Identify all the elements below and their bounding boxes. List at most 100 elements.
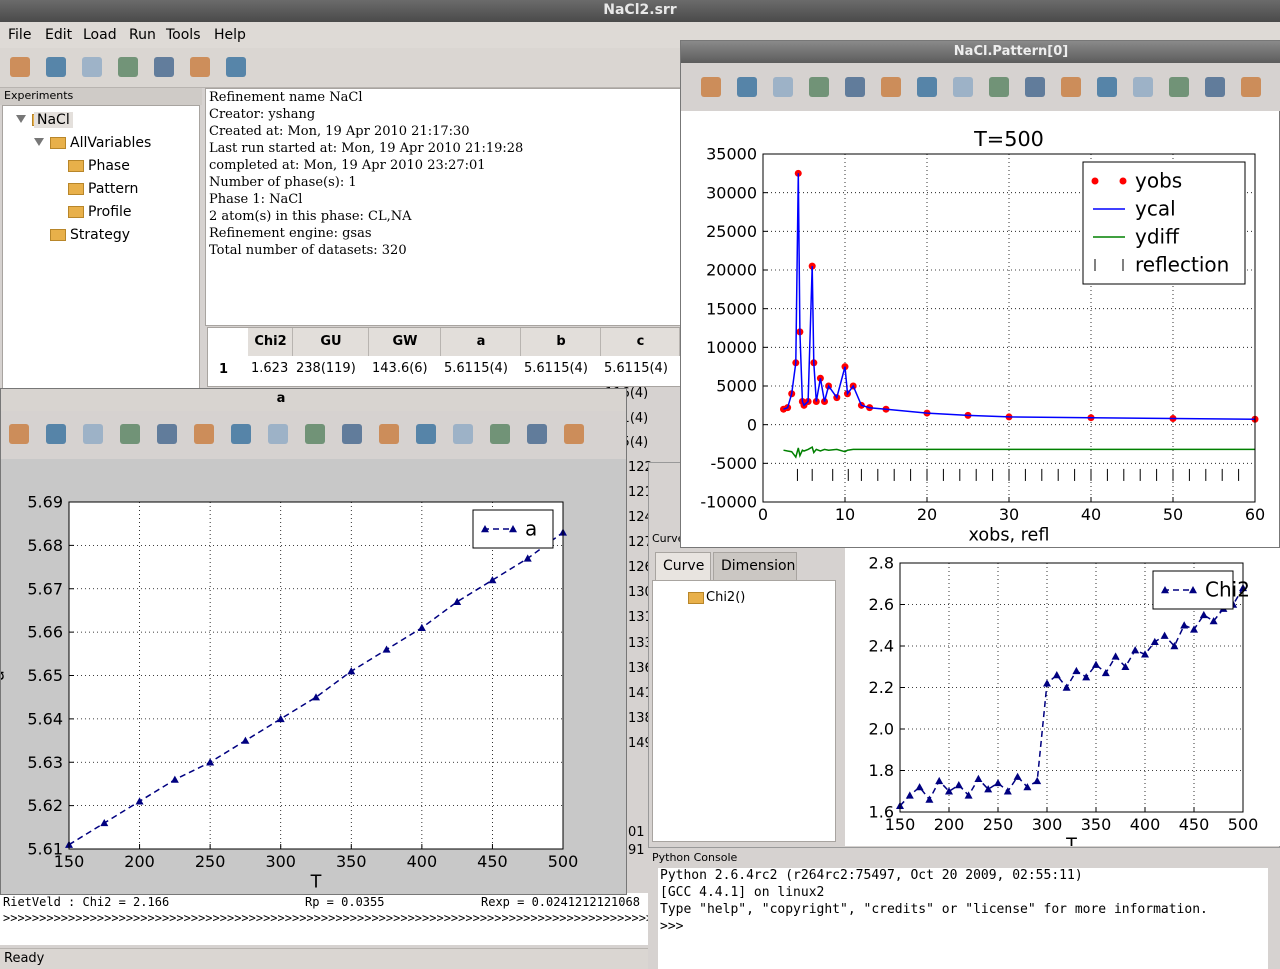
- tree-item[interactable]: AllVariables: [70, 135, 152, 151]
- toolbar-icon[interactable]: [226, 57, 246, 77]
- toolbar: [0, 48, 680, 88]
- toolbar-icon[interactable]: [1241, 77, 1261, 97]
- toolbar-icon[interactable]: [1097, 77, 1117, 97]
- tree-item[interactable]: Strategy: [70, 227, 130, 243]
- toolbar-icon[interactable]: [490, 424, 510, 444]
- data-point: [1209, 617, 1218, 625]
- toolbar-icon[interactable]: [1133, 77, 1153, 97]
- x-tick-label: 300: [265, 852, 296, 871]
- toolbar-icon[interactable]: [809, 77, 829, 97]
- table-cell: 126: [628, 560, 653, 575]
- menu-item[interactable]: Run: [129, 27, 156, 43]
- toolbar-icon[interactable]: [194, 424, 214, 444]
- tree-arrow: [16, 115, 26, 123]
- log-text: Rp = 0.0355: [305, 895, 385, 909]
- toolbar-icon[interactable]: [83, 424, 103, 444]
- toolbar-icon[interactable]: [120, 424, 140, 444]
- menu-item[interactable]: Tools: [166, 27, 201, 43]
- toolbar-icon[interactable]: [564, 424, 584, 444]
- toolbar-icon[interactable]: [1169, 77, 1189, 97]
- menu-item[interactable]: File: [8, 27, 32, 43]
- toolbar-icon[interactable]: [1205, 77, 1225, 97]
- toolbar-icon[interactable]: [342, 424, 362, 444]
- tree-item[interactable]: Pattern: [88, 181, 139, 197]
- series-line: [783, 445, 1255, 459]
- data-point: [488, 576, 497, 584]
- legend-label: a: [525, 516, 537, 540]
- toolbar-icon[interactable]: [1025, 77, 1045, 97]
- data-point: [1160, 631, 1169, 639]
- y-tick-label: 0: [747, 415, 757, 434]
- toolbar-icon[interactable]: [917, 77, 937, 97]
- data-point: [417, 623, 426, 631]
- y-tick-label: 2.6: [869, 595, 894, 614]
- console-title: Python Console: [652, 851, 738, 864]
- tab-label[interactable]: Dimension: [721, 558, 796, 574]
- y-tick-label: -10000: [700, 493, 757, 512]
- x-tick-label: 400: [407, 852, 438, 871]
- column-header-text: c: [636, 334, 645, 349]
- data-point: [206, 758, 215, 766]
- toolbar-icon[interactable]: [82, 57, 102, 77]
- tab[interactable]: [713, 552, 797, 580]
- data-point: [382, 645, 391, 653]
- menu-item[interactable]: Edit: [45, 27, 73, 43]
- data-point: [170, 775, 179, 783]
- x-tick-label: 50: [1163, 505, 1183, 524]
- tab[interactable]: [655, 552, 711, 580]
- toolbar-icon[interactable]: [10, 57, 30, 77]
- data-point: [1141, 650, 1149, 658]
- toolbar-icon[interactable]: [46, 424, 66, 444]
- data-point: [1170, 642, 1179, 650]
- toolbar-icon[interactable]: [154, 57, 174, 77]
- data-point: [135, 797, 144, 805]
- data-point: [964, 791, 973, 799]
- toolbar-icon[interactable]: [773, 77, 793, 97]
- toolbar-icon[interactable]: [118, 57, 138, 77]
- toolbar-icon[interactable]: [701, 77, 721, 97]
- menu-item[interactable]: Help: [214, 27, 246, 43]
- console-line: Type "help", "copyright", "credits" or "…: [660, 902, 1208, 917]
- toolbar-icon[interactable]: [268, 424, 288, 444]
- toolbar-icon[interactable]: [231, 424, 251, 444]
- info-line: Total number of datasets: 320: [209, 243, 407, 258]
- tree-item[interactable]: NaCl: [34, 112, 73, 128]
- toolbar-icon[interactable]: [46, 57, 66, 77]
- x-tick-label: 500: [1228, 815, 1259, 834]
- data-point: [974, 774, 983, 782]
- column-header: [601, 328, 680, 356]
- toolbar-icon[interactable]: [9, 424, 29, 444]
- table-cell: 5.6115(4): [604, 361, 668, 376]
- toolbar-icon[interactable]: [881, 77, 901, 97]
- x-tick-label: 450: [477, 852, 508, 871]
- toolbar-icon[interactable]: [989, 77, 1009, 97]
- toolbar-icon[interactable]: [305, 424, 325, 444]
- table-cell: 91: [628, 843, 645, 858]
- toolbar-icon[interactable]: [190, 57, 210, 77]
- toolbar-icon[interactable]: [845, 77, 865, 97]
- tree-item[interactable]: Phase: [88, 158, 130, 174]
- toolbar-icon[interactable]: [157, 424, 177, 444]
- tree-item[interactable]: Profile: [88, 204, 132, 220]
- toolbar-icon[interactable]: [1061, 77, 1081, 97]
- console-line: [GCC 4.4.1] on linux2: [660, 885, 825, 900]
- legend-marker: [509, 525, 517, 533]
- tree-item[interactable]: Chi2(): [706, 590, 746, 605]
- toolbar-icon[interactable]: [379, 424, 399, 444]
- log-panel: [0, 893, 648, 945]
- data-point: [100, 818, 109, 827]
- toolbar-icon[interactable]: [737, 77, 757, 97]
- toolbar-icon[interactable]: [953, 77, 973, 97]
- window-title: NaCl.Pattern[0]: [953, 44, 1069, 59]
- toolbar-icon[interactable]: [416, 424, 436, 444]
- table-cell: 122: [628, 460, 653, 475]
- toolbar-icon[interactable]: [527, 424, 547, 444]
- menu-item[interactable]: Load: [83, 27, 117, 43]
- y-tick-label: 15000: [706, 299, 757, 318]
- curve-list: [652, 580, 836, 842]
- data-point: [1190, 625, 1198, 633]
- toolbar-icon[interactable]: [453, 424, 473, 444]
- tab-label[interactable]: Curve: [663, 558, 705, 574]
